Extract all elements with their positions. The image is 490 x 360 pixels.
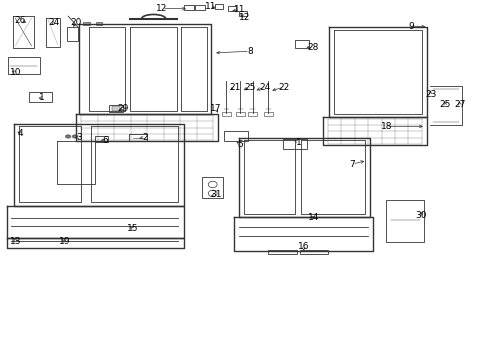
Text: 12: 12 xyxy=(156,4,168,13)
Text: 9: 9 xyxy=(408,22,414,31)
Text: 19: 19 xyxy=(58,237,70,246)
Bar xyxy=(195,5,205,10)
Text: 5: 5 xyxy=(237,140,243,149)
Text: 22: 22 xyxy=(278,82,290,91)
Bar xyxy=(129,134,147,141)
Ellipse shape xyxy=(66,135,71,138)
Bar xyxy=(224,131,248,141)
Text: 25: 25 xyxy=(244,82,256,91)
Text: 13: 13 xyxy=(10,237,21,246)
Text: 11: 11 xyxy=(234,5,246,14)
Text: 29: 29 xyxy=(117,104,128,113)
Text: 11: 11 xyxy=(205,2,217,11)
Bar xyxy=(269,250,297,254)
Text: 27: 27 xyxy=(454,100,466,109)
Bar xyxy=(112,106,120,111)
Text: 31: 31 xyxy=(210,190,221,199)
Text: 3: 3 xyxy=(76,133,82,142)
Bar xyxy=(67,27,78,41)
Text: 17: 17 xyxy=(210,104,221,113)
Text: 28: 28 xyxy=(308,43,319,52)
Text: 6: 6 xyxy=(103,136,109,145)
Text: 4: 4 xyxy=(18,129,23,138)
Bar xyxy=(215,4,222,9)
Text: 12: 12 xyxy=(239,13,251,22)
Text: 7: 7 xyxy=(350,159,355,168)
Text: 1: 1 xyxy=(39,93,45,102)
Text: 24: 24 xyxy=(49,18,60,27)
Bar xyxy=(236,112,245,116)
Bar xyxy=(248,112,257,116)
Text: 8: 8 xyxy=(247,47,253,56)
Bar xyxy=(8,57,40,75)
Ellipse shape xyxy=(73,135,77,138)
Bar xyxy=(96,22,102,26)
Bar xyxy=(222,112,231,116)
Text: 20: 20 xyxy=(71,18,82,27)
Text: 25: 25 xyxy=(440,100,451,109)
Bar xyxy=(239,12,247,16)
Bar xyxy=(264,112,273,116)
Bar xyxy=(283,139,307,149)
Bar xyxy=(109,105,123,112)
Text: 24: 24 xyxy=(259,82,270,91)
Text: 18: 18 xyxy=(381,122,392,131)
Text: 14: 14 xyxy=(308,213,319,222)
Bar xyxy=(184,5,194,10)
Bar xyxy=(29,92,52,102)
Bar xyxy=(295,40,309,48)
Bar xyxy=(202,177,223,198)
Bar xyxy=(386,199,424,242)
Text: 15: 15 xyxy=(127,224,138,233)
Bar xyxy=(95,136,108,142)
Text: 21: 21 xyxy=(229,82,241,91)
Text: 2: 2 xyxy=(142,133,147,142)
Bar xyxy=(300,250,328,254)
Text: 1: 1 xyxy=(296,138,302,147)
Text: 10: 10 xyxy=(10,68,21,77)
Bar xyxy=(228,6,236,11)
Text: 16: 16 xyxy=(298,242,309,251)
Bar xyxy=(83,22,90,26)
Text: 26: 26 xyxy=(15,16,26,25)
Text: 30: 30 xyxy=(415,211,427,220)
Text: 23: 23 xyxy=(425,90,437,99)
